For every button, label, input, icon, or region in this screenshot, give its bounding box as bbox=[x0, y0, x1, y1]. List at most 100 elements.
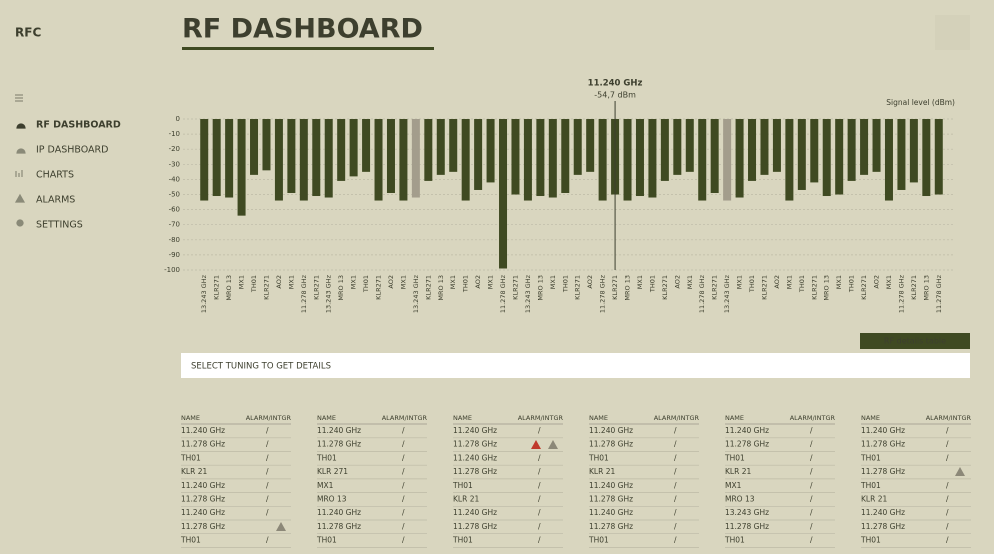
table-cell[interactable]: TH01 bbox=[180, 453, 201, 462]
bar[interactable] bbox=[212, 119, 221, 197]
bar[interactable] bbox=[411, 119, 420, 198]
table-cell[interactable]: 11.278 GHz bbox=[181, 440, 225, 449]
table-cell[interactable]: 11.240 GHz bbox=[589, 481, 633, 490]
bar[interactable] bbox=[237, 119, 246, 216]
bar[interactable] bbox=[399, 119, 408, 201]
bar[interactable] bbox=[200, 119, 209, 201]
table-cell[interactable]: 11.278 GHz bbox=[453, 522, 497, 531]
bar[interactable] bbox=[922, 119, 931, 197]
table-cell[interactable]: 13.243 GHz bbox=[725, 508, 769, 517]
table-cell[interactable]: 11.240 GHz bbox=[861, 508, 905, 517]
bar[interactable] bbox=[797, 119, 806, 190]
bar[interactable] bbox=[561, 119, 570, 193]
top-button[interactable] bbox=[935, 15, 970, 50]
table-cell[interactable]: TH01 bbox=[316, 536, 337, 545]
bar[interactable] bbox=[884, 119, 893, 201]
table-cell[interactable]: KLR 21 bbox=[725, 467, 751, 476]
bar[interactable] bbox=[573, 119, 582, 175]
bar[interactable] bbox=[698, 119, 707, 201]
bar[interactable] bbox=[499, 119, 508, 269]
bar[interactable] bbox=[847, 119, 856, 181]
table-cell[interactable]: TH01 bbox=[724, 536, 745, 545]
table-cell[interactable]: 11.278 GHz bbox=[453, 440, 497, 449]
bar[interactable] bbox=[835, 119, 844, 195]
bar[interactable] bbox=[735, 119, 744, 198]
menu-item[interactable]: IP DASHBOARD bbox=[36, 145, 108, 156]
table-cell[interactable]: 11.278 GHz bbox=[317, 440, 361, 449]
table-cell[interactable]: MX1 bbox=[725, 481, 742, 490]
bar[interactable] bbox=[772, 119, 781, 172]
table-cell[interactable]: MRO 13 bbox=[725, 495, 755, 504]
table-cell[interactable]: KLR 21 bbox=[181, 467, 207, 476]
table-cell[interactable]: KLR 21 bbox=[589, 467, 615, 476]
bar[interactable] bbox=[486, 119, 495, 183]
bar[interactable] bbox=[548, 119, 557, 198]
table-cell[interactable]: 11.278 GHz bbox=[317, 522, 361, 531]
table-cell[interactable]: 11.278 GHz bbox=[725, 522, 769, 531]
bar[interactable] bbox=[897, 119, 906, 190]
table-cell[interactable]: 11.278 GHz bbox=[589, 522, 633, 531]
bar[interactable] bbox=[424, 119, 433, 181]
bar[interactable] bbox=[386, 119, 395, 193]
table-cell[interactable]: MRO 13 bbox=[317, 495, 347, 504]
table-cell[interactable]: 11.240 GHz bbox=[453, 508, 497, 517]
bar[interactable] bbox=[685, 119, 694, 172]
menu-item[interactable]: SETTINGS bbox=[36, 220, 83, 231]
table-cell[interactable]: 11.240 GHz bbox=[181, 481, 225, 490]
table-cell[interactable]: 11.240 GHz bbox=[861, 426, 905, 435]
table-cell[interactable]: KLR 271 bbox=[317, 467, 348, 476]
table-cell[interactable]: 11.278 GHz bbox=[861, 467, 905, 476]
table-cell[interactable]: 11.278 GHz bbox=[725, 440, 769, 449]
bar[interactable] bbox=[337, 119, 346, 181]
table-cell[interactable]: TH01 bbox=[860, 481, 881, 490]
table-cell[interactable]: 11.278 GHz bbox=[589, 440, 633, 449]
table-cell[interactable]: 11.240 GHz bbox=[725, 426, 769, 435]
table-cell[interactable]: TH01 bbox=[588, 536, 609, 545]
bar[interactable] bbox=[449, 119, 458, 172]
table-cell[interactable]: TH01 bbox=[724, 453, 745, 462]
table-cell[interactable]: TH01 bbox=[860, 536, 881, 545]
bar[interactable] bbox=[374, 119, 383, 201]
bar[interactable] bbox=[785, 119, 794, 201]
bar[interactable] bbox=[723, 119, 732, 201]
menu-item[interactable]: RF DASHBOARD bbox=[36, 120, 121, 131]
bar[interactable] bbox=[810, 119, 819, 183]
table-cell[interactable]: 11.278 GHz bbox=[861, 440, 905, 449]
table-cell[interactable]: TH01 bbox=[860, 453, 881, 462]
table-cell[interactable]: 11.240 GHz bbox=[181, 426, 225, 435]
bar[interactable] bbox=[511, 119, 520, 195]
table-cell[interactable]: 11.240 GHz bbox=[181, 508, 225, 517]
bar[interactable] bbox=[523, 119, 532, 201]
bar[interactable] bbox=[635, 119, 644, 197]
bar[interactable] bbox=[748, 119, 757, 181]
bar[interactable] bbox=[822, 119, 831, 197]
table-cell[interactable]: KLR 21 bbox=[453, 495, 479, 504]
bar[interactable] bbox=[934, 119, 943, 195]
bar[interactable] bbox=[673, 119, 682, 175]
table-cell[interactable]: 11.240 GHz bbox=[453, 426, 497, 435]
bar[interactable] bbox=[312, 119, 321, 197]
table-cell[interactable]: 11.278 GHz bbox=[181, 522, 225, 531]
bar[interactable] bbox=[623, 119, 632, 201]
bar[interactable] bbox=[648, 119, 657, 198]
table-cell[interactable]: 11.240 GHz bbox=[589, 426, 633, 435]
bar[interactable] bbox=[349, 119, 358, 177]
table-cell[interactable]: TH01 bbox=[452, 481, 473, 490]
bar[interactable] bbox=[299, 119, 308, 201]
bar[interactable] bbox=[274, 119, 283, 201]
bar[interactable] bbox=[474, 119, 483, 190]
bar[interactable] bbox=[225, 119, 234, 198]
bar[interactable] bbox=[710, 119, 719, 193]
bar[interactable] bbox=[872, 119, 881, 172]
bar[interactable] bbox=[586, 119, 595, 172]
details-bar[interactable] bbox=[181, 353, 970, 378]
button-label[interactable]: RF details table bbox=[884, 337, 946, 346]
table-cell[interactable]: 11.240 GHz bbox=[453, 453, 497, 462]
table-cell[interactable]: TH01 bbox=[452, 536, 473, 545]
table-cell[interactable]: TH01 bbox=[316, 453, 337, 462]
table-cell[interactable]: 11.278 GHz bbox=[181, 495, 225, 504]
bar[interactable] bbox=[362, 119, 371, 172]
bar[interactable] bbox=[262, 119, 271, 171]
table-cell[interactable]: TH01 bbox=[180, 536, 201, 545]
table-cell[interactable]: MX1 bbox=[317, 481, 334, 490]
